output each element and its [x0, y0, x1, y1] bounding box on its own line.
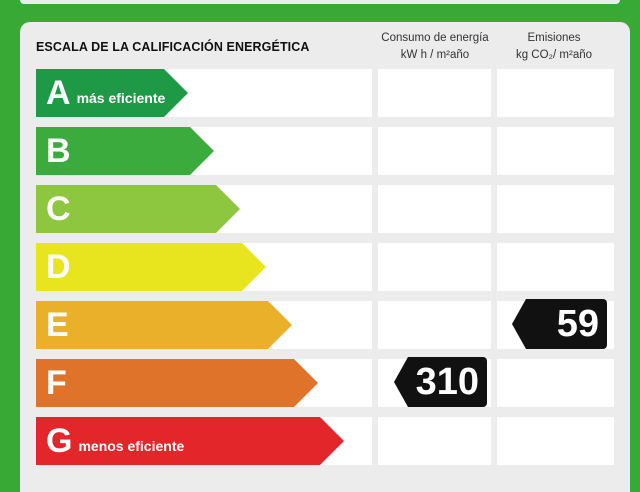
row-c-emissions-cell [497, 185, 614, 233]
rating-g-letter: G [46, 421, 73, 460]
consumption-value-badge: 310 [394, 357, 487, 407]
rating-f-letter: F [46, 363, 67, 402]
rating-g-arrow: G menos eficiente [36, 417, 344, 465]
scale-title: ESCALA DE LA CALIFICACIÓN ENERGÉTICA [36, 40, 310, 54]
rating-e-letter: E [46, 305, 69, 344]
rating-e-arrow: E [36, 301, 292, 349]
rating-a-caption: más eficiente [76, 90, 166, 106]
row-b-consumption-cell [378, 127, 491, 175]
rating-b-arrow: B [36, 127, 214, 175]
consumption-header-unit: kW h / m²año [400, 49, 470, 61]
row-d-emissions-cell [497, 243, 614, 291]
emissions-header-title: Emisiones [527, 32, 581, 44]
emissions-value-badge: 59 [512, 299, 607, 349]
row-g-consumption-cell [378, 417, 491, 465]
rating-b-letter: B [46, 131, 71, 170]
rating-c-arrow: C [36, 185, 240, 233]
rating-c-letter: C [46, 189, 71, 228]
rating-d-letter: D [46, 247, 71, 286]
rating-g-caption: menos eficiente [78, 438, 185, 454]
rating-a-letter: A [46, 73, 71, 112]
row-e-consumption-cell [378, 301, 491, 349]
row-g-emissions-cell [497, 417, 614, 465]
top-strip [20, 0, 620, 4]
emissions-value: 59 [556, 302, 599, 345]
row-f-emissions-cell [497, 359, 614, 407]
rating-f-arrow: F [36, 359, 318, 407]
row-b-emissions-cell [497, 127, 614, 175]
consumption-value: 310 [415, 360, 479, 403]
row-a-consumption-cell [378, 69, 491, 117]
consumption-header: Consumo de energía kW h / m²año [375, 30, 495, 64]
rating-a-arrow: A más eficiente [36, 69, 188, 117]
row-c-consumption-cell [378, 185, 491, 233]
emissions-header-unit: kg CO₂/ m²año [515, 49, 593, 61]
row-d-consumption-cell [378, 243, 491, 291]
rating-d-arrow: D [36, 243, 266, 291]
row-a-emissions-cell [497, 69, 614, 117]
emissions-header: Emisiones kg CO₂/ m²año [494, 30, 614, 64]
consumption-header-title: Consumo de energía [381, 32, 489, 44]
